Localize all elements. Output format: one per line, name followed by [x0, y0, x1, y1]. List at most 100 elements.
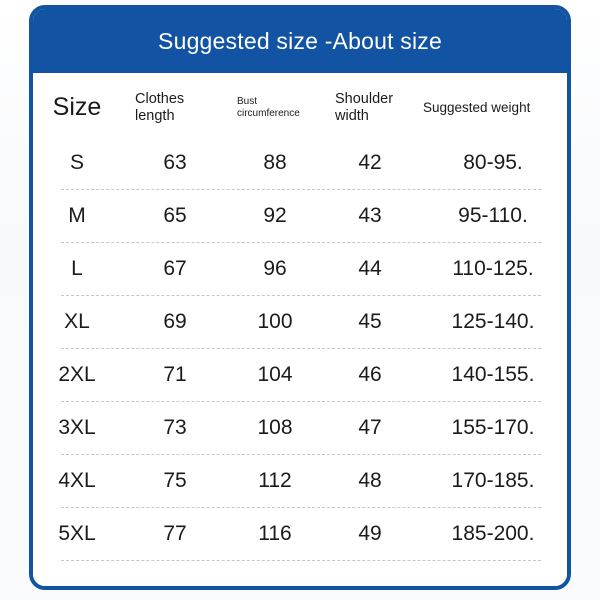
- column-header-bust-circumference: Bust circumference: [237, 96, 300, 119]
- card-header-band: Suggested size -About size: [33, 9, 567, 73]
- table-row: L 67 96 44 110-125.: [33, 243, 567, 296]
- cell-clothes-length-value: 65: [163, 204, 187, 228]
- cell-shoulder-width: 49: [321, 522, 419, 547]
- cell-shoulder-width: 42: [321, 151, 419, 176]
- row-divider: [61, 507, 541, 508]
- cell-size-value: 5XL: [58, 522, 96, 546]
- cell-clothes-length: 63: [121, 151, 229, 176]
- page-title: Suggested size -About size: [158, 27, 442, 54]
- cell-size: XL: [33, 310, 121, 335]
- cell-bust-circumference-value: 104: [257, 363, 293, 387]
- cell-shoulder-width-value: 47: [358, 416, 382, 440]
- cell-suggested-weight: 140-155.: [419, 363, 567, 388]
- row-divider: [61, 295, 541, 296]
- cell-clothes-length-value: 67: [163, 257, 187, 281]
- cell-suggested-weight: 185-200.: [419, 522, 567, 547]
- table-row: 4XL 75 112 48 170-185.: [33, 455, 567, 508]
- table-header-row: Size Clothes length Bust circumference S…: [33, 73, 567, 137]
- cell-bust-circumference-value: 92: [263, 204, 287, 228]
- cell-suggested-weight: 110-125.: [419, 257, 567, 282]
- cell-shoulder-width: 46: [321, 363, 419, 388]
- cell-size: S: [33, 151, 121, 176]
- cell-shoulder-width-value: 49: [358, 522, 382, 546]
- cell-bust-circumference-value: 96: [263, 257, 287, 281]
- cell-clothes-length: 75: [121, 469, 229, 494]
- cell-clothes-length: 65: [121, 204, 229, 229]
- cell-bust-circumference-value: 108: [257, 416, 293, 440]
- cell-bust-circumference: 100: [229, 310, 321, 335]
- cell-suggested-weight: 95-110.: [419, 204, 567, 229]
- cell-shoulder-width: 48: [321, 469, 419, 494]
- cell-bust-circumference: 116: [229, 522, 321, 547]
- table-row: 2XL 71 104 46 140-155.: [33, 349, 567, 402]
- size-table: Size Clothes length Bust circumference S…: [33, 73, 567, 586]
- cell-shoulder-width-value: 42: [358, 151, 382, 175]
- cell-shoulder-width: 47: [321, 416, 419, 441]
- row-divider: [61, 189, 541, 190]
- column-header-suggested-weight: Suggested weight: [423, 100, 531, 116]
- cell-bust-circumference-value: 112: [258, 469, 292, 493]
- cell-bust-circumference: 96: [229, 257, 321, 282]
- cell-size-value: L: [71, 257, 83, 281]
- cell-bust-circumference: 112: [229, 469, 321, 494]
- cell-clothes-length-value: 69: [163, 310, 187, 334]
- cell-bust-circumference-value: 100: [257, 310, 293, 334]
- size-chart-card: Suggested size -About size Size Clothes …: [29, 5, 571, 590]
- cell-clothes-length-value: 71: [163, 363, 187, 387]
- cell-size: 5XL: [33, 522, 121, 547]
- cell-bust-circumference: 92: [229, 204, 321, 229]
- cell-clothes-length: 73: [121, 416, 229, 441]
- cell-bust-circumference-value: 116: [258, 522, 292, 546]
- cell-shoulder-width: 45: [321, 310, 419, 335]
- cell-size-value: M: [68, 204, 86, 228]
- table-row: 3XL 73 108 47 155-170.: [33, 402, 567, 455]
- cell-size: M: [33, 204, 121, 229]
- cell-suggested-weight-value: 125-140.: [451, 310, 535, 334]
- cell-size-value: 4XL: [58, 469, 96, 493]
- cell-suggested-weight-value: 80-95.: [463, 151, 523, 175]
- cell-shoulder-width: 43: [321, 204, 419, 229]
- cell-suggested-weight-value: 170-185.: [451, 469, 535, 493]
- cell-suggested-weight-value: 185-200.: [451, 522, 535, 546]
- table-row: S 63 88 42 80-95.: [33, 137, 567, 190]
- row-divider: [61, 454, 541, 455]
- cell-shoulder-width: 44: [321, 257, 419, 282]
- cell-clothes-length-value: 73: [163, 416, 187, 440]
- table-row: 5XL 77 116 49 185-200.: [33, 508, 567, 561]
- cell-shoulder-width-value: 43: [358, 204, 382, 228]
- row-divider: [61, 401, 541, 402]
- cell-bust-circumference: 88: [229, 151, 321, 176]
- cell-size: 3XL: [33, 416, 121, 441]
- cell-size-value: S: [69, 151, 84, 175]
- column-header-shoulder-width: Shoulder width: [335, 90, 394, 124]
- cell-suggested-weight-value: 140-155.: [451, 363, 535, 387]
- cell-size: L: [33, 257, 121, 282]
- cell-clothes-length-value: 75: [163, 469, 187, 493]
- cell-suggested-weight-value: 110-125.: [452, 257, 534, 281]
- cell-size-value: XL: [64, 310, 90, 334]
- cell-clothes-length-value: 77: [163, 522, 187, 546]
- cell-size: 2XL: [33, 363, 121, 388]
- table-body: S 63 88 42 80-95. M 65 92 43 95-110. L 67 96 44 110-12…: [33, 137, 567, 561]
- column-header-clothes-length: Clothes length: [135, 90, 185, 124]
- cell-shoulder-width-value: 46: [358, 363, 382, 387]
- cell-clothes-length: 69: [121, 310, 229, 335]
- cell-shoulder-width-value: 44: [358, 257, 382, 281]
- cell-clothes-length-value: 63: [163, 151, 187, 175]
- cell-suggested-weight-value: 155-170.: [451, 416, 535, 440]
- cell-clothes-length: 71: [121, 363, 229, 388]
- table-row: XL 69 100 45 125-140.: [33, 296, 567, 349]
- cell-size-value: 2XL: [58, 363, 96, 387]
- cell-bust-circumference: 104: [229, 363, 321, 388]
- cell-clothes-length: 67: [121, 257, 229, 282]
- cell-shoulder-width-value: 48: [358, 469, 382, 493]
- cell-suggested-weight: 80-95.: [419, 151, 567, 176]
- table-row: M 65 92 43 95-110.: [33, 190, 567, 243]
- cell-size: 4XL: [33, 469, 121, 494]
- cell-suggested-weight-value: 95-110.: [458, 204, 528, 228]
- cell-bust-circumference-value: 88: [263, 151, 287, 175]
- row-divider: [61, 242, 541, 243]
- cell-suggested-weight: 125-140.: [419, 310, 567, 335]
- row-divider: [61, 560, 541, 561]
